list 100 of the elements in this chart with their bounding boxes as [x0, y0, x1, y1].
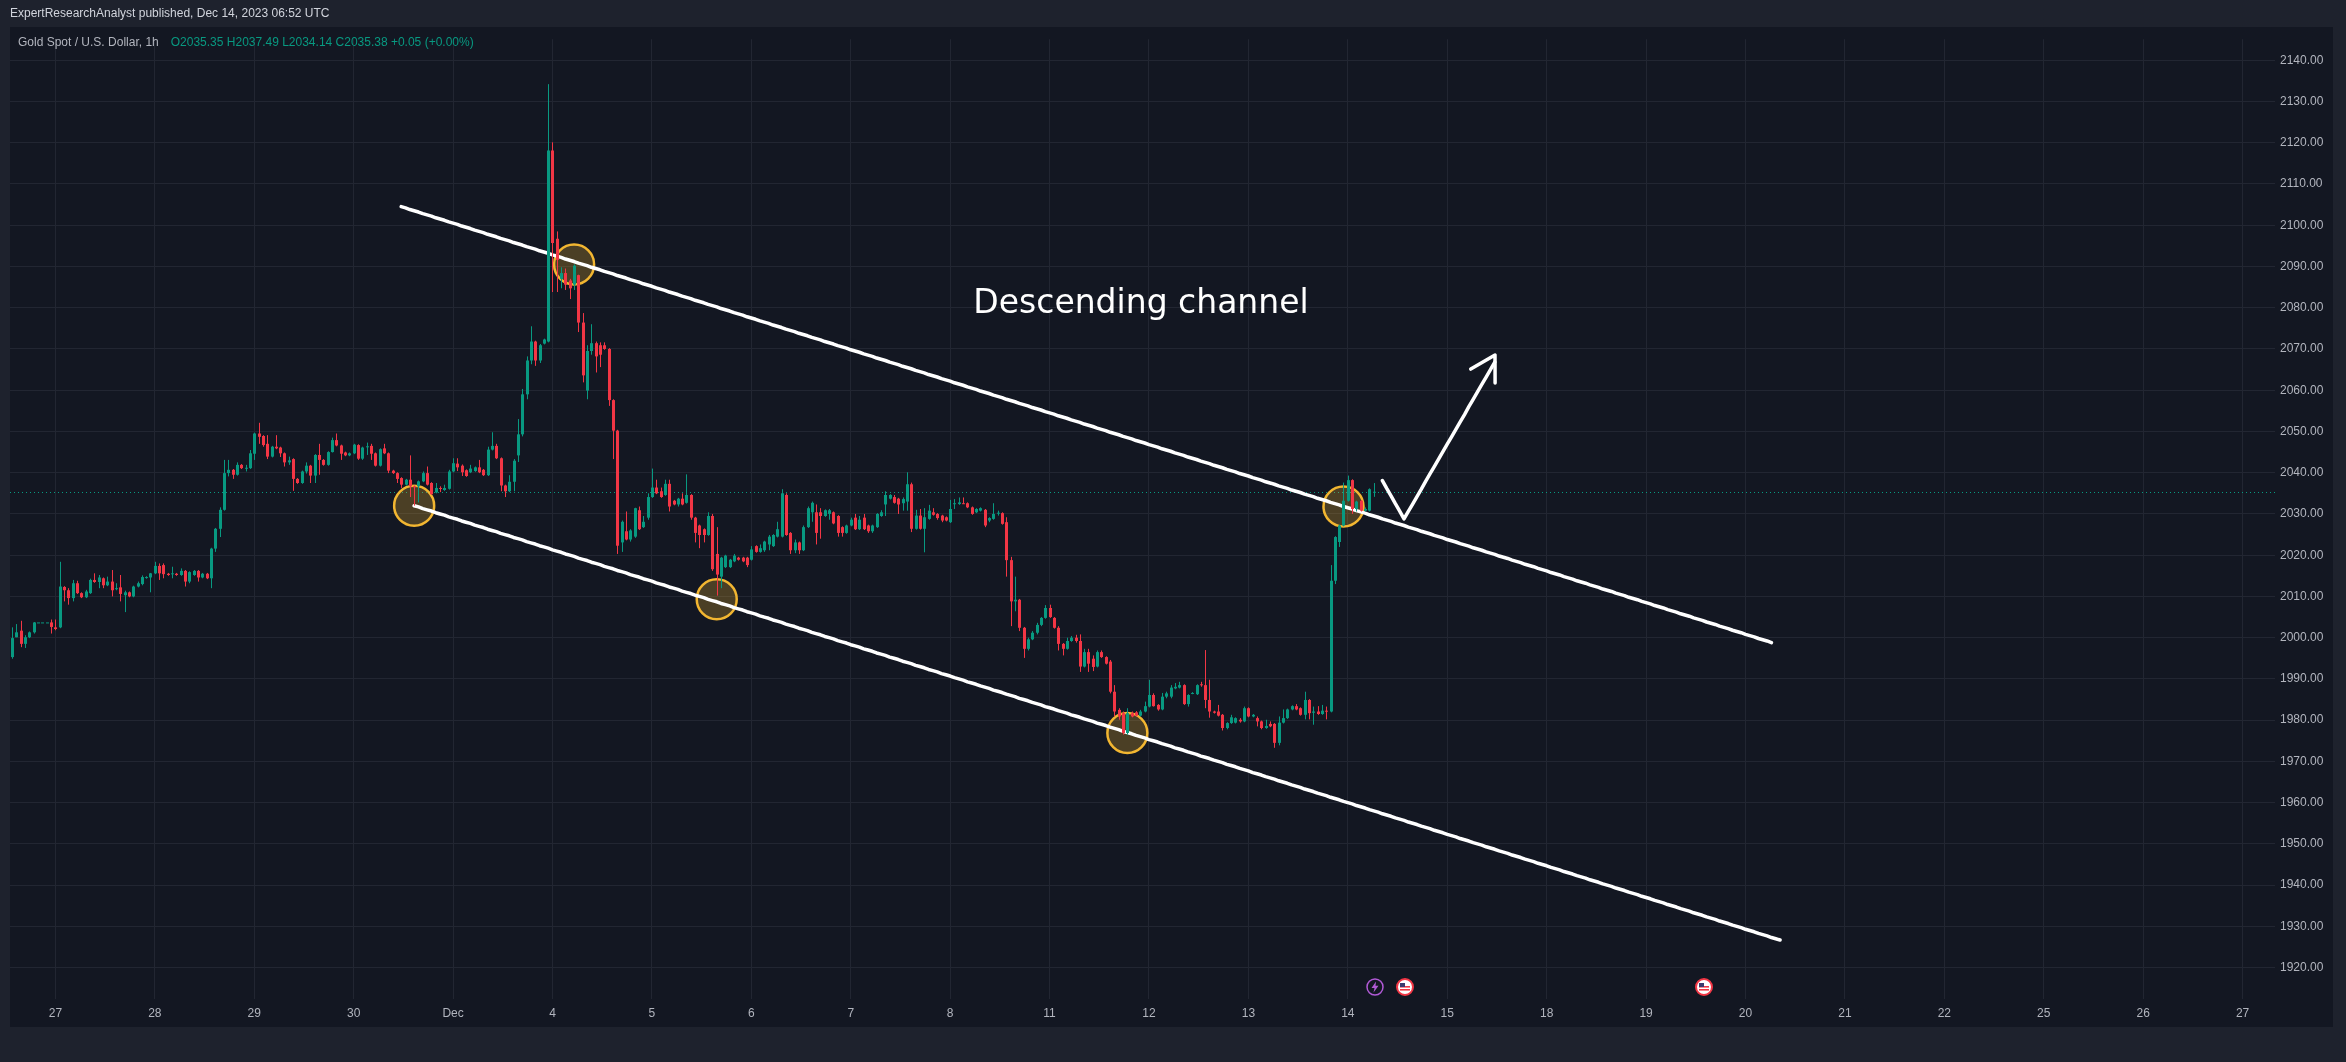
candlestick [595, 341, 598, 373]
candlestick [716, 526, 719, 597]
candlestick [379, 447, 382, 468]
y-tick-label: 1950.00 [2280, 836, 2324, 851]
x-tick-label: 15 [1440, 1005, 1455, 1020]
candlestick [318, 443, 321, 476]
candlestick [448, 469, 451, 491]
x-tick-label: 29 [247, 1005, 262, 1020]
x-tick-label: 22 [1937, 1005, 1952, 1020]
x-tick-label: 26 [2136, 1005, 2151, 1020]
candlestick [802, 524, 805, 552]
candlestick [258, 422, 261, 445]
candlestick [1273, 722, 1276, 749]
candlestick [690, 493, 693, 521]
x-tick-label: 5 [648, 1005, 656, 1020]
y-tick-label: 2100.00 [2280, 217, 2324, 232]
y-tick-label: 2110.00 [2280, 176, 2323, 191]
y-tick-label: 2060.00 [2280, 382, 2324, 397]
candlestick [292, 457, 295, 492]
candlestick [366, 442, 369, 456]
x-tick-label: 21 [1838, 1005, 1852, 1020]
candlestick [668, 479, 671, 512]
candlestick [599, 341, 602, 368]
candlestick [309, 464, 312, 484]
candlestick [984, 508, 987, 528]
candlestick [387, 451, 390, 474]
candlestick [694, 516, 697, 543]
candlestick [1373, 482, 1376, 498]
candlestick [1122, 711, 1125, 736]
candlestick [1023, 626, 1026, 659]
y-tick-label: 2000.00 [2280, 630, 2324, 644]
candlestick [214, 527, 217, 553]
candlestick [1304, 691, 1307, 720]
candlestick [1208, 679, 1211, 719]
y-tick-label: 1970.00 [2280, 753, 2324, 768]
y-tick-label: 2080.00 [2280, 300, 2324, 315]
candlestick [807, 506, 810, 529]
text: ExpertResearchAnalyst published, Dec 14, 2023 06:52 UTC [10, 6, 330, 21]
candlestick [219, 506, 222, 538]
candlestick [625, 510, 628, 541]
candlestick [915, 509, 918, 531]
x-tick-label: 19 [1639, 1005, 1654, 1020]
candlestick [1278, 715, 1281, 746]
y-tick-label: 1990.00 [2280, 671, 2324, 686]
x-tick-label: Dec [442, 1005, 464, 1020]
candlestick [707, 511, 710, 537]
candlestick [815, 503, 818, 545]
candlestick [266, 434, 269, 460]
x-tick-label: 25 [2037, 1005, 2051, 1020]
candlestick [811, 501, 814, 523]
candlestick [72, 579, 75, 602]
y-tick-label: 1930.00 [2280, 918, 2324, 933]
y-tick-label: 2130.00 [2280, 93, 2324, 108]
y-tick-label: 2090.00 [2280, 258, 2324, 273]
x-tick-label: 8 [946, 1005, 954, 1020]
candlestick [573, 263, 576, 291]
candlestick [556, 230, 559, 293]
candlestick [1308, 698, 1311, 720]
x-tick-label: 4 [549, 1005, 557, 1020]
candlestick [1148, 679, 1151, 708]
x-tick-label: 27 [2235, 1005, 2250, 1020]
y-tick-label: 1960.00 [2280, 794, 2324, 809]
x-tick-label: 28 [148, 1005, 162, 1020]
candlestick [1057, 625, 1060, 651]
candlestick [413, 484, 416, 507]
candlestick [837, 514, 840, 538]
candlestick [124, 590, 127, 613]
candlestick [906, 471, 909, 512]
x-tick-label: 11 [1043, 1005, 1057, 1020]
candlestick [409, 454, 412, 498]
candlestick [20, 620, 23, 648]
x-tick-label: 30 [346, 1005, 361, 1020]
y-tick-label: 2010.00 [2280, 588, 2324, 603]
candlestick [111, 569, 114, 597]
candlestick [1204, 649, 1207, 709]
y-tick-label: 2140.00 [2280, 52, 2324, 67]
x-tick-label: 12 [1142, 1005, 1156, 1020]
y-tick-label: 2030.00 [2280, 506, 2324, 521]
x-tick-label: 13 [1241, 1005, 1256, 1020]
y-tick-label: 2050.00 [2280, 423, 2324, 438]
candlestick [949, 499, 952, 524]
candlestick [119, 574, 122, 602]
candlestick [539, 343, 542, 364]
y-tick-label: 1940.00 [2280, 877, 2324, 892]
candlestick [923, 507, 926, 553]
candlestick [530, 325, 533, 365]
candlestick [1183, 683, 1186, 706]
candlestick [647, 492, 650, 521]
candlestick [1126, 707, 1129, 736]
candlestick [819, 507, 822, 540]
x-tick-label: 6 [747, 1005, 755, 1020]
candlestick [314, 453, 317, 484]
candlestick [953, 498, 956, 510]
annotation: Descending channel [973, 282, 1309, 321]
x-tick-label: 7 [847, 1005, 855, 1020]
point [392, 484, 436, 527]
candlestick [590, 323, 593, 356]
candlestick [517, 418, 520, 463]
x-tick-label: 20 [1738, 1005, 1753, 1020]
y-tick-label: 1980.00 [2280, 712, 2324, 727]
